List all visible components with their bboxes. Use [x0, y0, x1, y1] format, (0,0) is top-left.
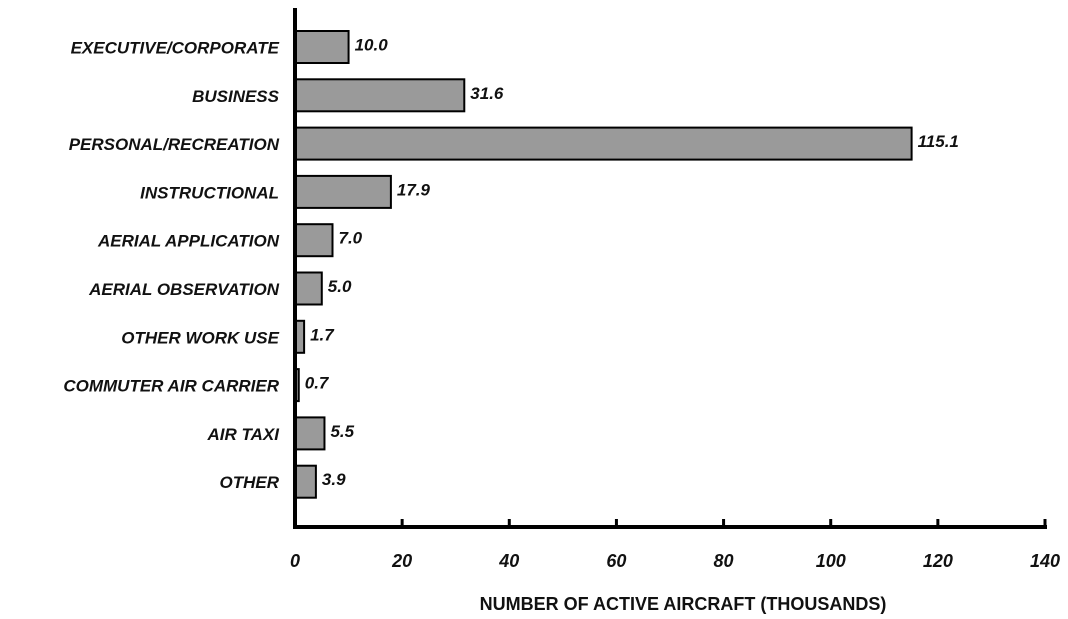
- bar: [294, 416, 326, 451]
- bar: [294, 223, 334, 258]
- value-label: 31.6: [470, 84, 504, 103]
- x-tick-label: 20: [391, 551, 412, 571]
- x-tick-label: 120: [923, 551, 953, 571]
- value-label: 10.0: [355, 35, 389, 54]
- y-tick-label: OTHER WORK USE: [121, 328, 279, 347]
- value-label: 5.5: [330, 422, 354, 441]
- y-tick-label: EXECUTIVE/CORPORATE: [71, 38, 280, 57]
- x-tick-label: 100: [816, 551, 846, 571]
- y-tick-label: OTHER: [220, 473, 280, 492]
- bar: [294, 78, 466, 113]
- x-tick-label: 80: [714, 551, 734, 571]
- value-label: 3.9: [322, 470, 346, 489]
- y-tick-label: INSTRUCTIONAL: [140, 183, 279, 202]
- bar: [294, 30, 350, 64]
- x-tick-label: 60: [606, 551, 626, 571]
- x-tick-label: 40: [498, 551, 519, 571]
- value-label: 5.0: [328, 277, 352, 296]
- y-tick-label: AERIAL OBSERVATION: [88, 280, 280, 299]
- y-tick-label: AIR TAXI: [207, 425, 281, 444]
- x-tick-label: 140: [1030, 551, 1060, 571]
- bar: [294, 271, 323, 306]
- value-label: 17.9: [397, 180, 431, 199]
- y-tick-label: AERIAL APPLICATION: [97, 232, 280, 251]
- bar: [294, 126, 913, 161]
- bar: [294, 464, 317, 499]
- y-tick-label: PERSONAL/RECREATION: [69, 135, 280, 154]
- bar: [294, 174, 392, 209]
- value-label: 115.1: [918, 132, 959, 151]
- value-label: 0.7: [305, 374, 330, 393]
- x-axis-title: NUMBER OF ACTIVE AIRCRAFT (THOUSANDS): [480, 594, 887, 614]
- x-tick-label: 0: [290, 551, 300, 571]
- value-label: 7.0: [339, 229, 363, 248]
- y-tick-label: COMMUTER AIR CARRIER: [63, 377, 279, 396]
- value-label: 1.7: [310, 325, 335, 344]
- y-tick-label: BUSINESS: [192, 87, 280, 106]
